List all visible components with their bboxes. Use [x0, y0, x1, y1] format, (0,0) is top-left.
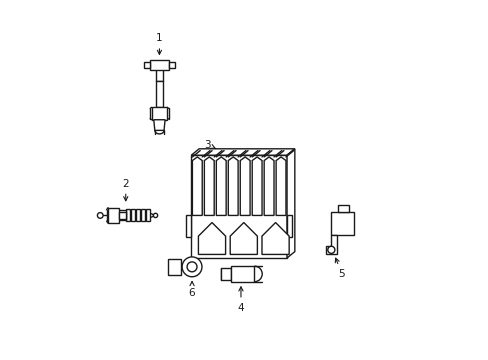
Polygon shape [168, 62, 175, 68]
Polygon shape [221, 268, 230, 280]
Polygon shape [264, 157, 273, 215]
Polygon shape [276, 157, 285, 215]
Polygon shape [191, 149, 294, 155]
Polygon shape [119, 212, 125, 219]
Circle shape [182, 257, 202, 277]
Polygon shape [185, 215, 191, 237]
Polygon shape [325, 235, 336, 255]
Polygon shape [192, 157, 202, 215]
Polygon shape [125, 210, 130, 221]
Polygon shape [191, 155, 286, 258]
Text: 5: 5 [335, 258, 345, 279]
Text: 1: 1 [156, 33, 163, 54]
Polygon shape [198, 222, 225, 255]
Polygon shape [230, 222, 257, 255]
Polygon shape [155, 81, 163, 107]
Polygon shape [230, 266, 254, 282]
Text: 4: 4 [237, 287, 244, 312]
Polygon shape [228, 157, 238, 215]
Text: 6: 6 [188, 282, 195, 298]
Polygon shape [168, 259, 181, 275]
Polygon shape [115, 211, 125, 220]
Circle shape [97, 213, 103, 218]
Polygon shape [135, 210, 140, 221]
Polygon shape [145, 210, 149, 221]
Polygon shape [150, 60, 168, 70]
Circle shape [187, 262, 197, 272]
Polygon shape [153, 120, 165, 130]
Polygon shape [262, 222, 288, 255]
Polygon shape [130, 210, 135, 221]
Text: 2: 2 [122, 179, 129, 201]
Polygon shape [141, 210, 144, 221]
Polygon shape [286, 215, 292, 237]
Polygon shape [216, 157, 225, 215]
Polygon shape [108, 208, 119, 223]
Circle shape [153, 213, 157, 217]
Polygon shape [240, 157, 249, 215]
Polygon shape [331, 212, 354, 235]
Text: 3: 3 [203, 140, 215, 149]
Polygon shape [338, 205, 348, 212]
Circle shape [327, 246, 334, 253]
Polygon shape [151, 107, 167, 120]
Polygon shape [204, 157, 214, 215]
Polygon shape [252, 157, 262, 215]
Polygon shape [286, 149, 294, 258]
Polygon shape [143, 62, 150, 68]
